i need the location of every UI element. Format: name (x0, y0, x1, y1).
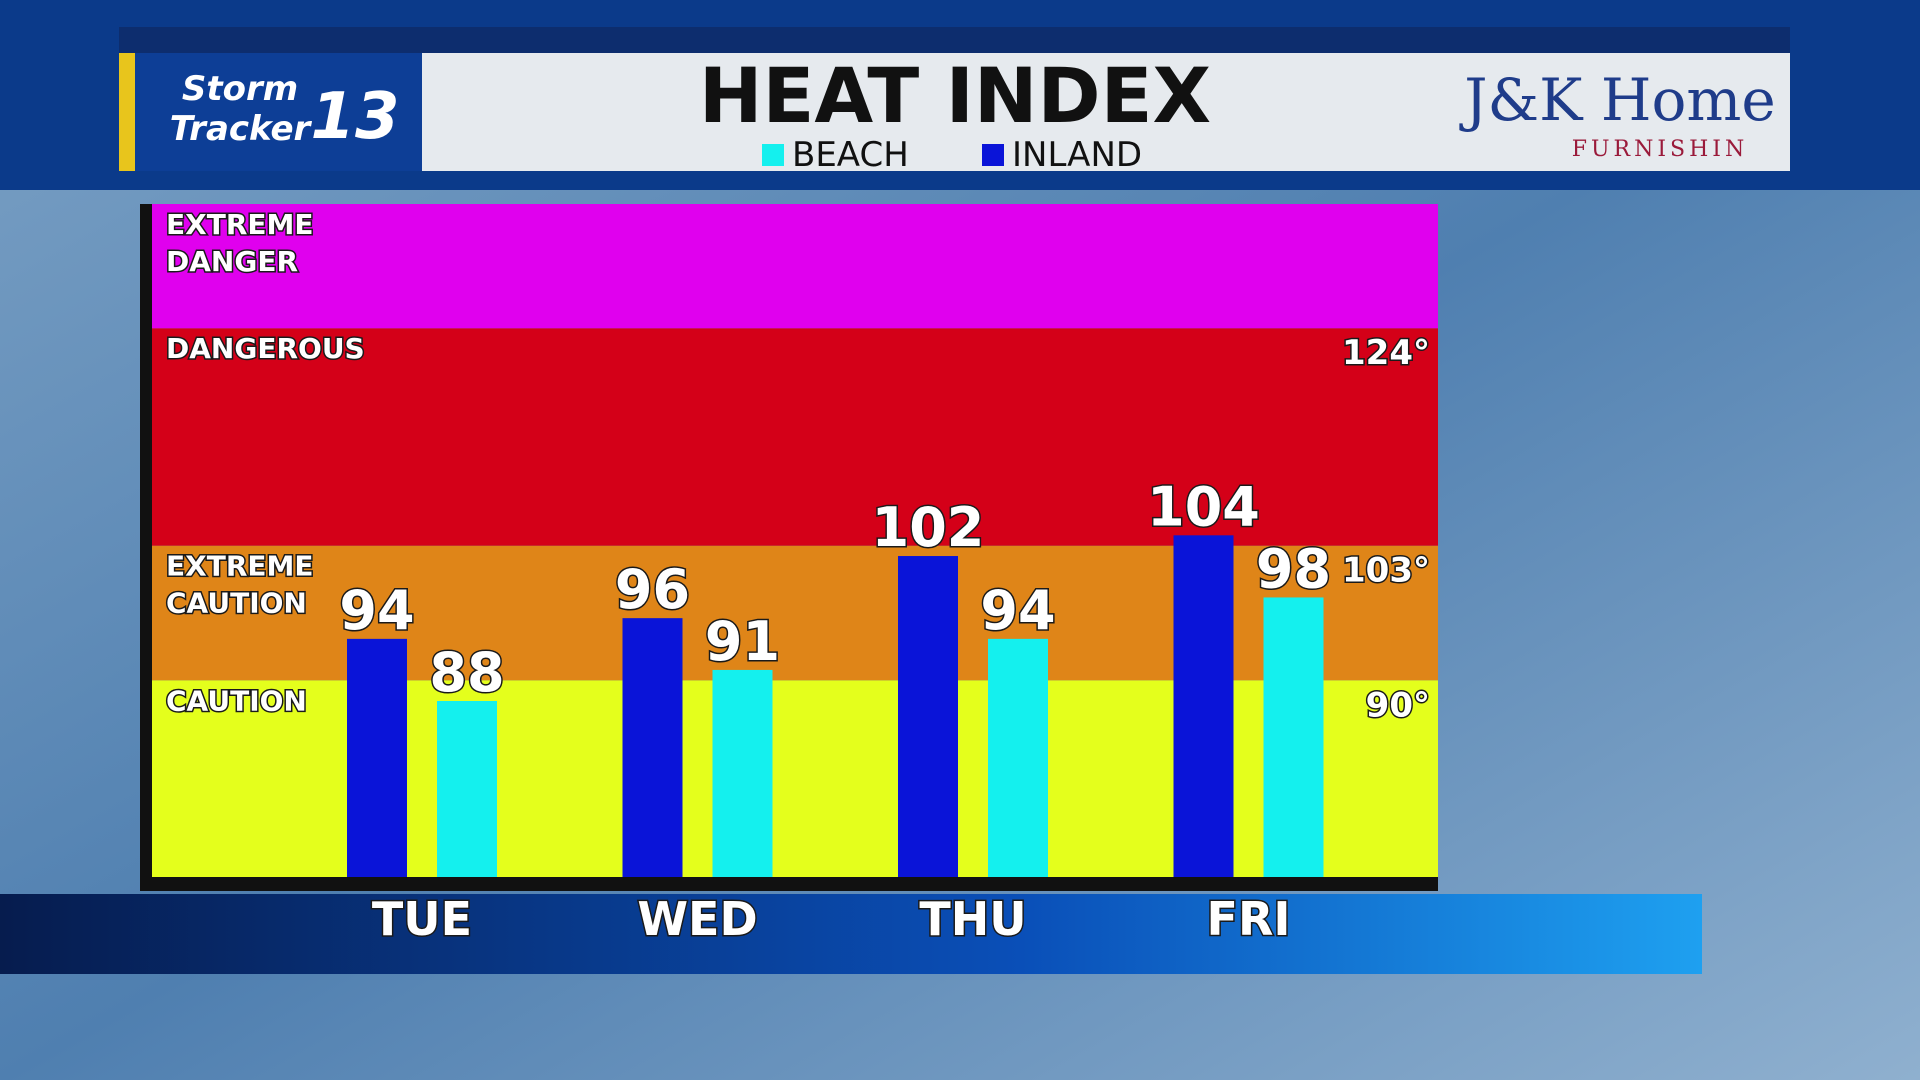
value-label: 94 (339, 579, 414, 642)
value-label: 98 (1256, 537, 1331, 600)
y-tick-label: 103° (1342, 551, 1430, 591)
legend-label: INLAND (1012, 135, 1142, 175)
bar (712, 669, 773, 877)
logo-text: Tracker (170, 109, 313, 149)
legend-swatch (982, 144, 1004, 166)
x-tick-label: TUE (372, 892, 472, 946)
bar (988, 638, 1048, 877)
legend-swatch (762, 144, 784, 166)
zone (152, 204, 1438, 329)
logo-text: Storm (182, 69, 298, 109)
zone-label: DANGEROUS (166, 332, 365, 365)
x-tick-label: THU (919, 892, 1026, 946)
logo-number: 13 (310, 80, 399, 154)
legend-label: BEACH (792, 135, 909, 175)
bar (437, 700, 497, 877)
x-axis (140, 877, 1438, 891)
bar (1173, 535, 1234, 877)
chart-title: HEAT INDEX (699, 51, 1211, 140)
value-label: 96 (615, 558, 690, 621)
x-tick-label: FRI (1207, 892, 1291, 946)
y-tick-label: 90° (1366, 685, 1430, 725)
bar (898, 556, 958, 877)
zone (152, 328, 1438, 546)
sponsor-name: J&K Home (1459, 66, 1775, 134)
y-tick-label: 124° (1342, 333, 1430, 373)
bar (1263, 597, 1324, 877)
x-tick-label: WED (637, 892, 757, 946)
value-label: 91 (705, 610, 780, 673)
value-label: 94 (980, 579, 1055, 642)
sponsor-tagline: FURNISHIN (1572, 137, 1749, 162)
header-top (119, 27, 1790, 53)
zone-label: CAUTION (166, 684, 307, 717)
zone (152, 680, 1438, 877)
value-label: 104 (1147, 475, 1260, 538)
category-strip (0, 894, 1702, 974)
bar (347, 638, 407, 877)
zone-label: EXTREME DANGER (166, 208, 314, 278)
zone-label: EXTREME CAUTION (166, 550, 314, 620)
logo-block (119, 53, 422, 171)
y-axis (140, 204, 152, 891)
logo-accent (119, 53, 135, 171)
value-label: 88 (429, 641, 504, 704)
bar (622, 618, 683, 877)
value-label: 102 (872, 496, 985, 559)
